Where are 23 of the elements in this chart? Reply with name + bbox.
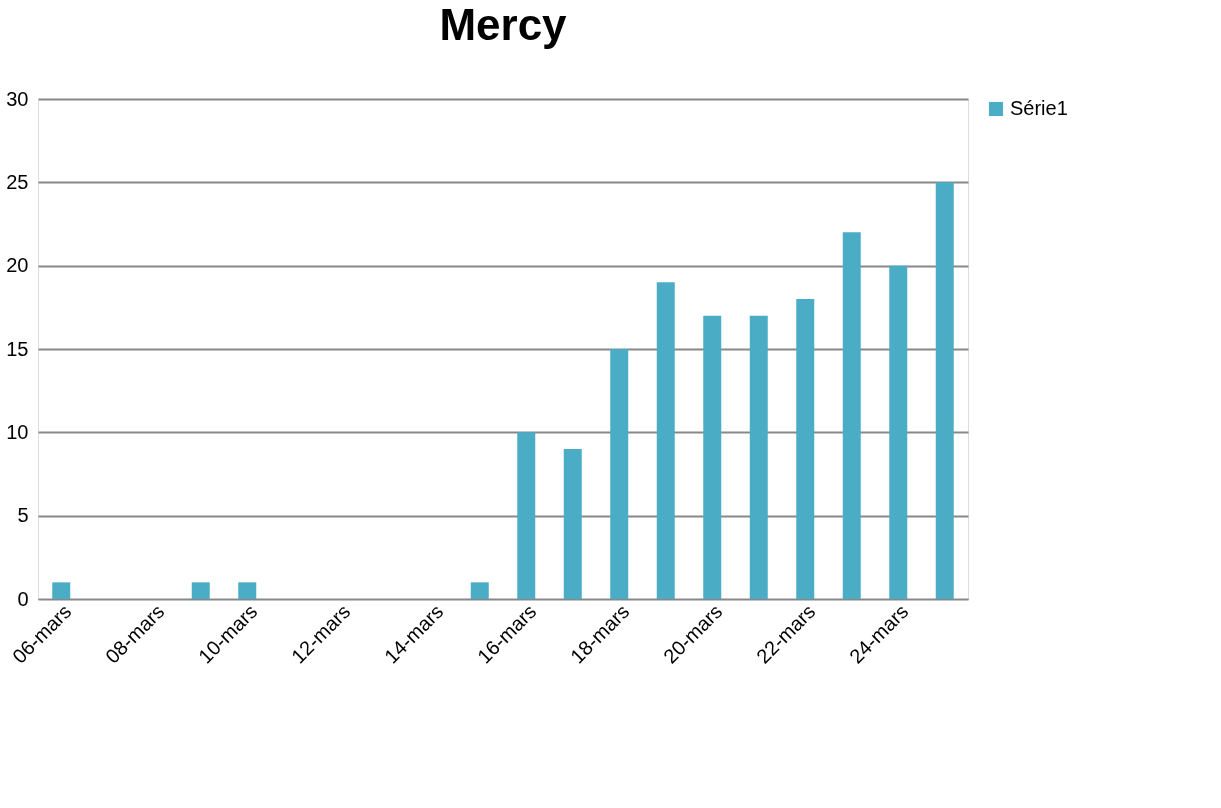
bar xyxy=(238,582,257,599)
chart-title: Mercy xyxy=(439,0,568,49)
y-tick-label: 10 xyxy=(6,420,29,443)
bar xyxy=(749,315,768,599)
bar xyxy=(889,265,908,599)
bar xyxy=(935,182,954,599)
bar xyxy=(796,299,815,599)
legend-label: Série1 xyxy=(1010,97,1068,119)
y-tick-label: 5 xyxy=(17,504,29,527)
y-tick-label: 20 xyxy=(6,254,29,277)
bar xyxy=(842,232,861,599)
bar xyxy=(656,282,675,599)
bar xyxy=(52,582,71,599)
y-tick-label: 30 xyxy=(6,87,29,110)
bar xyxy=(703,315,722,599)
y-tick-label: 15 xyxy=(6,337,29,360)
bar xyxy=(470,582,489,599)
y-tick-label: 25 xyxy=(6,170,29,193)
y-tick-label: 0 xyxy=(17,587,29,610)
bar xyxy=(563,449,582,599)
bar xyxy=(610,349,629,599)
bar xyxy=(517,432,536,599)
bar xyxy=(191,582,210,599)
